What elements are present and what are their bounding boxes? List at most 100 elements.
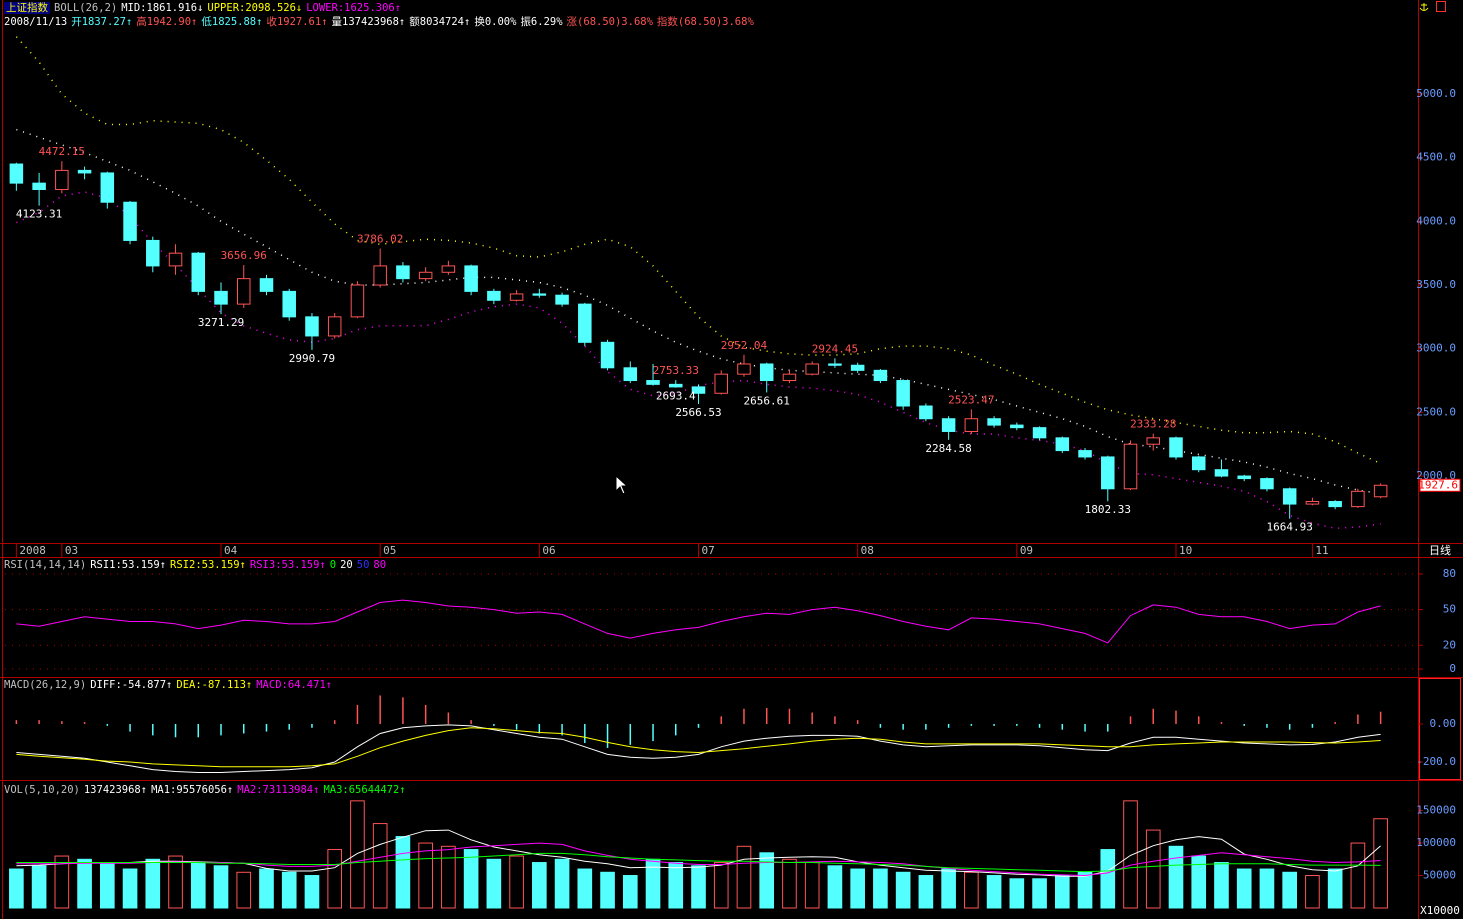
last-price-label: 1927.6: [1418, 478, 1458, 491]
candle-body: [1328, 501, 1342, 508]
mouse-cursor: [615, 474, 629, 495]
y-tick-label: -200.0: [1416, 755, 1456, 768]
info-item: 振6.29%: [520, 16, 563, 28]
info-item: 开1837.27↑: [71, 16, 133, 28]
price-annotation: 2333.28: [1130, 418, 1176, 431]
candle-body: [77, 169, 92, 174]
candle-body: [1101, 456, 1115, 490]
volume-bar: [1191, 855, 1207, 909]
y-tick-label: 4000.0: [1416, 214, 1456, 227]
candle-body: [441, 265, 456, 273]
candle-body: [214, 290, 228, 305]
macd-header: MACD(26,12,9) DIFF:-54.877↑ DEA:-87.113↑ MA…: [4, 679, 332, 691]
y-tick-label: 3500.0: [1416, 278, 1456, 291]
volume-bar: [691, 865, 706, 909]
y-tick-label: 2500.0: [1416, 405, 1456, 418]
candle-body: [282, 290, 296, 318]
candle-body: [737, 363, 751, 375]
volume-bar: [213, 865, 229, 909]
candle-body: [669, 383, 683, 388]
volume-bar: [986, 875, 1002, 909]
panel-title: VOL(5,10,20): [4, 784, 80, 796]
info-item: 额8034724↑: [409, 16, 471, 28]
price-annotation: 2566.53: [675, 406, 721, 419]
info-item: 2008/11/13: [4, 16, 68, 28]
volume-bar: [1168, 845, 1184, 909]
volume-bar: [441, 845, 456, 909]
volume-bar: [759, 852, 775, 909]
candle-body: [691, 386, 706, 394]
price-annotation: 2693.4: [656, 390, 696, 403]
volume-bar: [486, 858, 502, 909]
candle-body: [805, 363, 819, 375]
volume-bar: [190, 862, 206, 909]
anchor-icon[interactable]: [1419, 3, 1429, 11]
candle-body: [600, 341, 615, 369]
candle-body: [305, 316, 319, 337]
candle-body: [1010, 424, 1024, 429]
volume-bar: [463, 849, 479, 909]
volume-bar: [304, 875, 320, 909]
candle-body: [850, 364, 865, 371]
candle-body: [714, 373, 728, 394]
legend-entry: RSI3:53.159↑: [249, 559, 326, 571]
candle-body: [555, 294, 569, 305]
volume-bar: [918, 875, 934, 909]
y-tick-label: 0: [1449, 662, 1456, 675]
chart-title: 上证指数: [4, 2, 50, 14]
candle-body: [1351, 490, 1365, 508]
price-annotation: 2656.61: [744, 394, 790, 407]
y-tick-label: 4500.0: [1416, 151, 1456, 164]
volume-bar: [1145, 829, 1161, 909]
price-annotation: 3786.02: [357, 233, 403, 246]
candle-body: [1123, 443, 1138, 490]
legend-entry: MA2:73113984↑: [237, 784, 320, 796]
candle-body: [373, 265, 387, 286]
volume-bar: [236, 871, 252, 909]
x-tick-label: 05: [383, 544, 396, 557]
volume-bar: [372, 823, 388, 909]
volume-bar: [145, 858, 161, 909]
volume-bar: [418, 842, 433, 909]
info-item: 低1825.88↑: [201, 16, 263, 28]
volume-bar: [122, 868, 138, 909]
candle-body: [487, 290, 501, 301]
x-tick-label: 07: [702, 544, 715, 557]
toolbar-icons: [1419, 1, 1446, 12]
volume-bar: [168, 855, 183, 909]
candle-body: [782, 373, 797, 382]
price-annotation: 2990.79: [289, 352, 335, 365]
legend-entry: LOWER:1625.306↑: [306, 2, 402, 14]
info-item: 量137423968↑: [331, 16, 406, 28]
volume-bar: [554, 858, 570, 909]
candle-body: [578, 303, 592, 343]
legend-entry: MID:1861.916↓: [121, 2, 204, 14]
candle-body: [1260, 478, 1274, 490]
candle-body: [759, 363, 774, 382]
volume-bar: [1123, 800, 1138, 909]
candle-body: [396, 265, 410, 280]
info-item: 收1927.61↑: [266, 16, 328, 28]
window-icon[interactable]: [1436, 1, 1446, 12]
volume-bar: [1282, 871, 1298, 909]
volume-bar: [327, 849, 343, 909]
candle-body: [1305, 501, 1320, 505]
volume-bar: [509, 855, 524, 909]
rsi-header: RSI(14,14,14) RSI1:53.159↑ RSI2:53.159↑ RSI…: [4, 559, 386, 571]
volume-bar: [281, 871, 297, 909]
price-annotation: 1664.93: [1267, 521, 1313, 534]
volume-bar: [54, 855, 70, 909]
candle-body: [123, 201, 137, 241]
volume-bar: [668, 862, 684, 909]
candle-body: [259, 278, 274, 292]
candle-body: [191, 252, 206, 292]
series-line: [16, 727, 1381, 768]
level-label: 20: [340, 559, 353, 571]
legend-entry: MA3:65644472↑: [323, 784, 406, 796]
x-tick-label: 03: [65, 544, 78, 557]
x-tick-label: 09: [1020, 544, 1033, 557]
candle-body: [1146, 437, 1161, 445]
price-annotation: 3271.29: [198, 316, 244, 329]
series-line: [16, 599, 1381, 644]
